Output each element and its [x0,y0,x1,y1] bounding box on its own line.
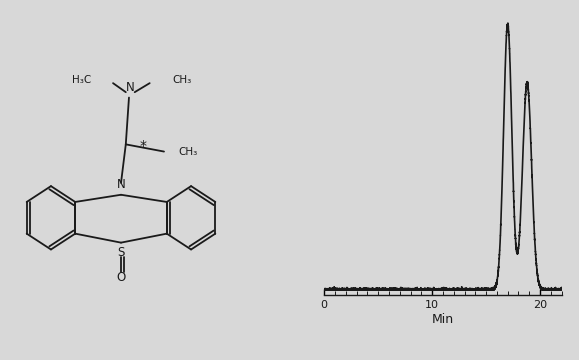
Text: CH₃: CH₃ [178,147,197,157]
Text: S: S [118,246,124,259]
Text: H₃C: H₃C [72,75,91,85]
Text: O: O [116,271,126,284]
Text: *: * [140,139,147,153]
Text: CH₃: CH₃ [172,75,191,85]
Text: N: N [126,81,135,94]
Text: N: N [116,178,126,191]
X-axis label: Min: Min [432,313,454,326]
